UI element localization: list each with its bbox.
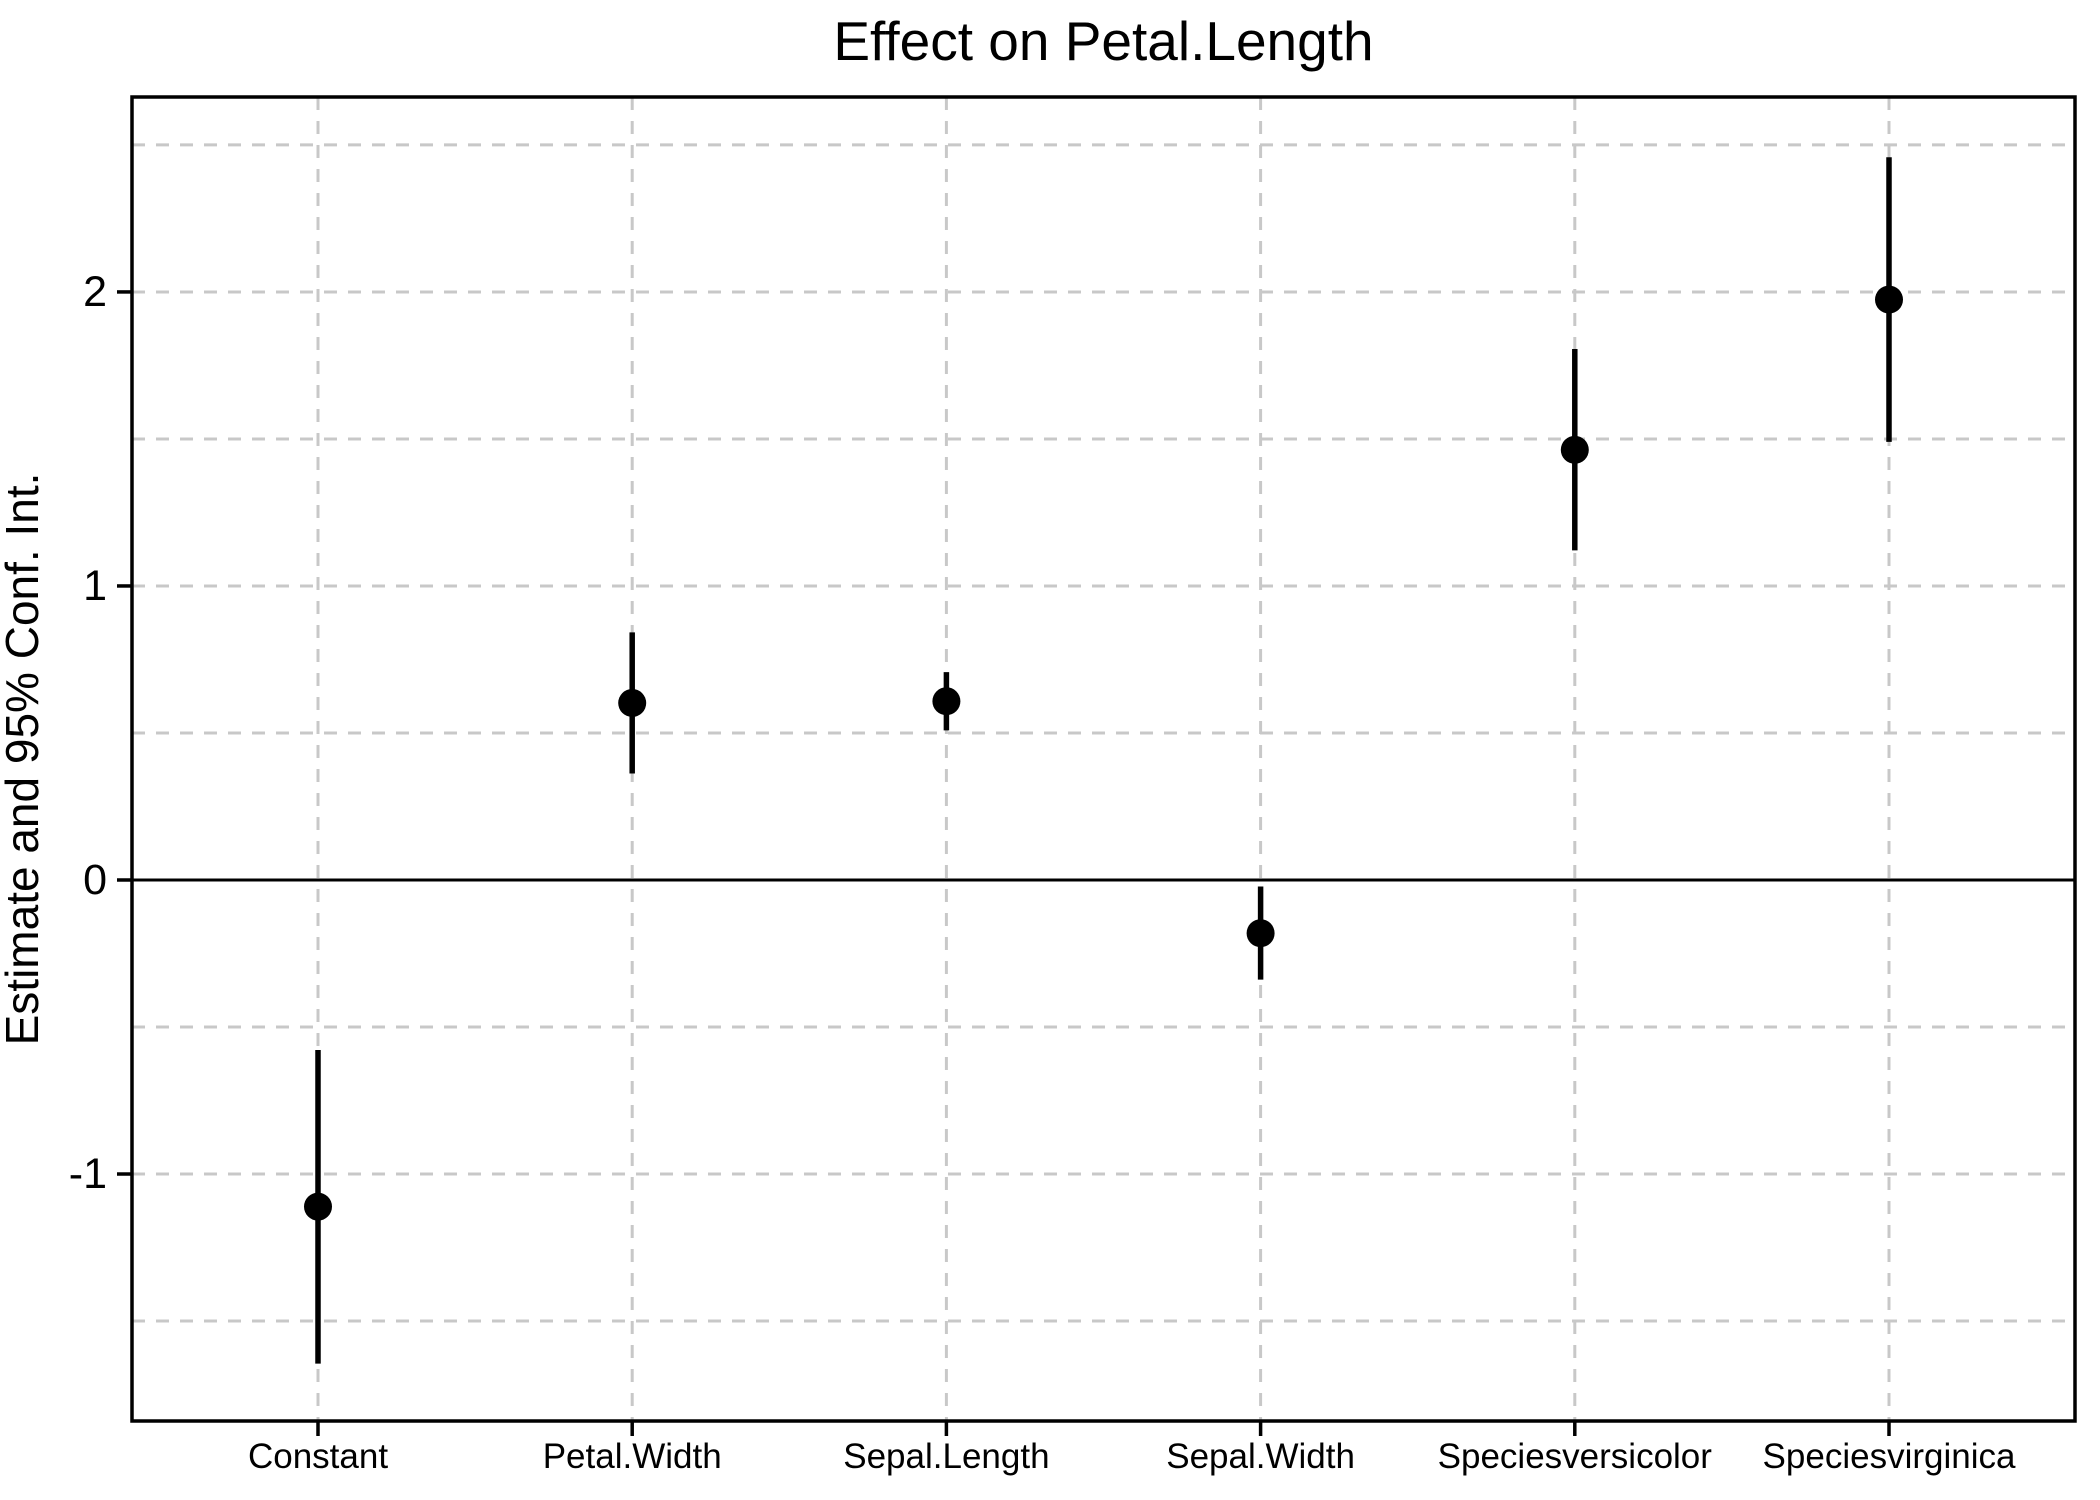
x-tick-label: Sepal.Length	[843, 1437, 1049, 1476]
estimate-point	[1875, 285, 1903, 314]
y-tick-label: 0	[83, 856, 107, 904]
y-axis-ticks: 2 1 0 -1	[69, 268, 132, 1198]
estimate-point	[304, 1192, 332, 1221]
gridlines	[132, 97, 2075, 1421]
plot-border	[130, 95, 2077, 1423]
chart-title: Effect on Petal.Length	[833, 10, 1373, 72]
y-axis-label: Estimate and 95% Conf. Int.	[0, 473, 48, 1046]
y-tick-label: -1	[69, 1150, 107, 1198]
x-tick-label: Speciesvirginica	[1763, 1437, 2016, 1476]
x-tick-label: Speciesversicolor	[1438, 1437, 1713, 1476]
estimate-point	[1246, 919, 1275, 948]
x-axis-ticks: Constant Petal.Width Sepal.Length Sepal.Wid…	[248, 1421, 2016, 1476]
estimate-point	[932, 687, 961, 716]
x-tick-label: Petal.Width	[543, 1437, 722, 1476]
estimate-point	[1560, 435, 1589, 464]
data-points	[304, 157, 1903, 1364]
x-tick-label: Sepal.Width	[1166, 1437, 1355, 1476]
y-tick-label: 1	[83, 562, 107, 610]
x-tick-label: Constant	[248, 1437, 388, 1476]
estimate-point	[618, 688, 647, 717]
y-tick-label: 2	[83, 268, 107, 316]
